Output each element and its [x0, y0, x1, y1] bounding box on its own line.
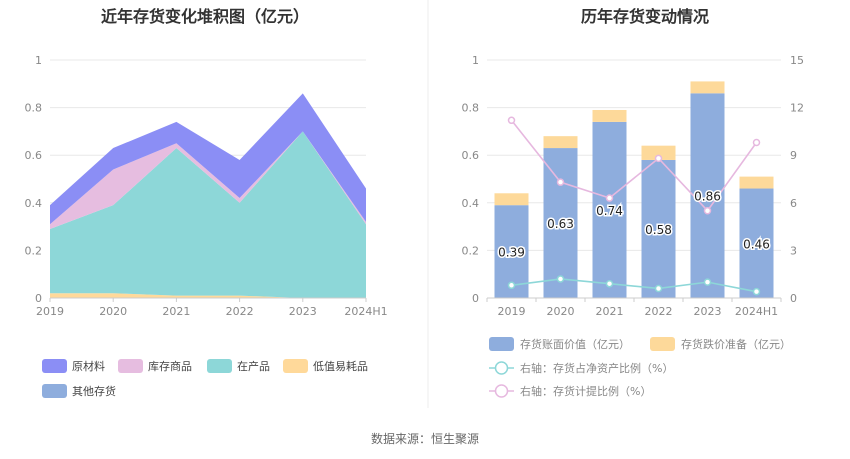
right-y-tick-label: 0.4 [462, 197, 480, 210]
right-x-tick-label: 2024H1 [735, 305, 778, 318]
left-legend-label: 库存商品 [148, 359, 192, 373]
bar-impairment [739, 176, 774, 189]
left-legend-label: 在产品 [237, 359, 270, 373]
right-bars [494, 81, 774, 298]
right-y2-tick-label: 15 [790, 54, 804, 67]
right-y-tick-label: 0.8 [462, 102, 480, 115]
left-y-tick-label: 1 [35, 54, 42, 67]
bar-value-label: 0.58 [645, 223, 672, 237]
line-point [605, 279, 614, 288]
right-y-tick-label: 1 [472, 54, 479, 67]
line-point [703, 206, 712, 215]
right-lines [507, 116, 761, 296]
right-y2-tick-label: 9 [790, 149, 797, 162]
line-point [654, 154, 663, 163]
right-legend: 存货账面价值（亿元） 存货跌价准备（亿元） 右轴：存货占净资产比例（%） 右轴：存货计… [489, 337, 791, 398]
right-y-tick-label: 0.6 [462, 149, 480, 162]
bar-impairment [494, 193, 529, 206]
left-axis: 0 0.2 0.4 0.6 0.8 1 2019 2020 2021 2022 2023 2024H1 [25, 54, 388, 318]
line-point [703, 278, 712, 286]
left-legend-swatch [42, 359, 67, 373]
left-chart-title: 近年存货变化堆积图（亿元） [101, 7, 309, 26]
bar-impairment [641, 145, 676, 160]
left-x-tick-label: 2020 [99, 305, 127, 318]
right-legend-marker [494, 384, 509, 398]
bar-value-label: 0.74 [596, 204, 623, 218]
right-legend-label: 存货跌价准备（亿元） [681, 337, 791, 351]
right-x-tick-label: 2021 [596, 305, 624, 318]
right-x-tick-label: 2019 [498, 305, 526, 318]
left-legend-label: 原材料 [72, 359, 105, 373]
line-point [605, 194, 614, 202]
bar-book-value [592, 121, 627, 298]
left-legend-swatch [283, 359, 308, 373]
bar-value-label: 0.46 [743, 237, 770, 251]
right-y2-tick-label: 3 [790, 244, 797, 257]
bar-book-value [543, 148, 578, 298]
line-series [511, 278, 757, 293]
bar-value-label: 0.63 [547, 217, 574, 231]
right-chart-title: 历年存货变动情况 [581, 7, 709, 26]
bar-impairment [592, 109, 627, 122]
right-x-tick-label: 2020 [547, 305, 575, 318]
source-note: 数据来源：恒生聚源 [371, 431, 479, 446]
left-legend-swatch [207, 359, 232, 373]
right-legend-label: 右轴：存货占净资产比例（%） [520, 361, 673, 375]
bar-value-label: 0.86 [694, 190, 721, 204]
left-y-tick-label: 0.2 [25, 244, 43, 257]
right-legend-swatch [650, 337, 675, 351]
left-x-tick-label: 2022 [226, 305, 254, 318]
line-point [507, 281, 516, 290]
right-y2-tick-label: 0 [790, 292, 797, 305]
line-point [556, 275, 565, 283]
right-y2-tick-label: 12 [790, 102, 804, 115]
left-y-tick-label: 0.4 [25, 197, 43, 210]
right-y2-tick-label: 6 [790, 197, 797, 210]
left-legend-swatch [42, 384, 67, 398]
right-axis: 0 0.2 0.4 0.6 0.8 1 0 3 6 9 12 15 2019 2020 2021 2022 20… [462, 54, 805, 318]
bar-value-label: 0.39 [498, 246, 525, 260]
left-y-tick-label: 0.8 [25, 102, 43, 115]
right-x-tick-label: 2023 [694, 305, 722, 318]
area-series [50, 131, 366, 229]
stacked-area-chart: 近年存货变化堆积图（亿元） 0 0.2 0.4 0.6 0.8 1 2019 2020 2021… [25, 7, 388, 398]
line-series [510, 119, 758, 212]
bar-impairment [543, 136, 578, 149]
left-areas [50, 93, 366, 298]
left-y-tick-label: 0 [35, 292, 42, 305]
line-point [556, 178, 565, 186]
right-y-tick-label: 0 [472, 292, 479, 305]
area-series [50, 131, 366, 298]
left-y-tick-label: 0.6 [25, 149, 43, 162]
bar-book-value [641, 159, 676, 298]
line-point [752, 138, 761, 147]
right-y-tick-label: 0.2 [462, 244, 480, 257]
left-x-tick-label: 2021 [162, 305, 190, 318]
left-legend-label: 其他存货 [72, 384, 116, 398]
right-legend-swatch [489, 337, 514, 351]
line-point [654, 284, 663, 293]
right-bar-labels: 0.39 0.63 0.74 0.58 0.86 0.46 [497, 188, 772, 261]
bar-line-chart: 历年存货变动情况 0.390.630.740.580.860.46 00.20.… [462, 7, 805, 398]
right-legend-marker [494, 361, 509, 375]
left-x-tick-label: 2024H1 [344, 305, 387, 318]
right-legend-label: 存货账面价值（亿元） [520, 337, 630, 351]
bar-book-value [739, 188, 774, 298]
left-legend-label: 低值易耗品 [313, 360, 368, 373]
left-x-tick-label: 2023 [289, 305, 317, 318]
left-legend-swatch [118, 359, 143, 373]
right-x-tick-label: 2022 [645, 305, 673, 318]
area-series [50, 93, 366, 225]
line-point [752, 287, 761, 296]
line-point [507, 116, 516, 125]
bar-impairment [690, 81, 725, 94]
left-x-tick-label: 2019 [36, 305, 64, 318]
right-legend-label: 右轴：存货计提比例（%） [520, 384, 651, 398]
